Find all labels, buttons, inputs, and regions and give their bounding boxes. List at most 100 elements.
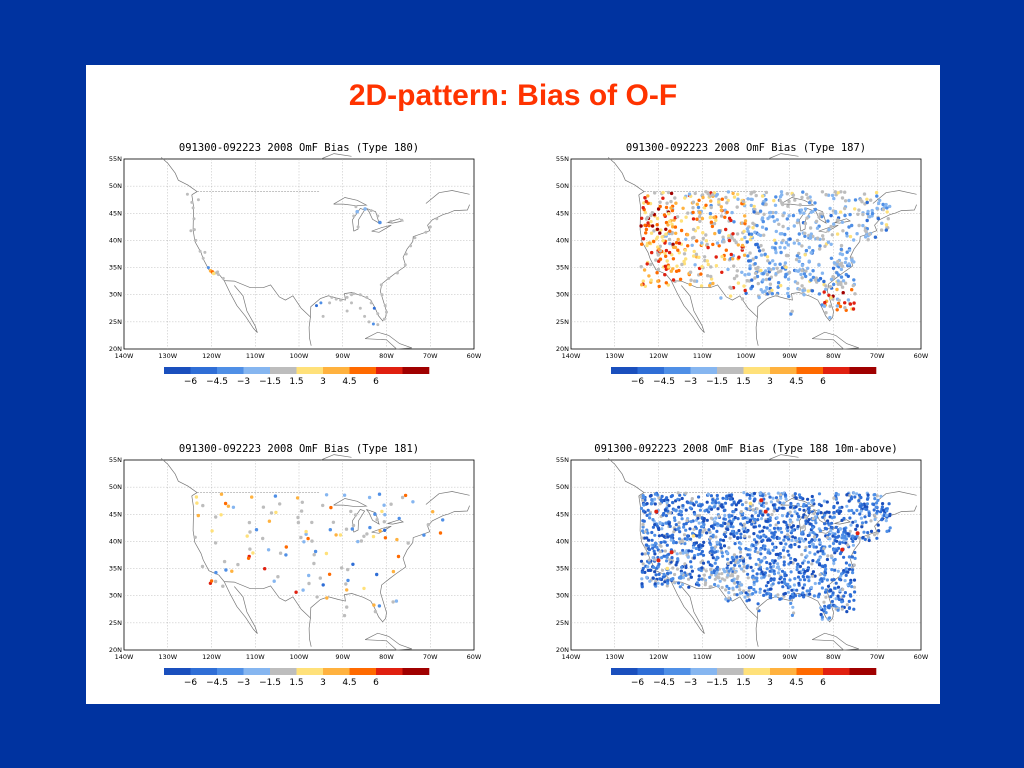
station-dot (838, 589, 842, 593)
station-dot (680, 496, 684, 501)
station-dot (397, 516, 401, 521)
station-dot (786, 243, 790, 247)
station-dot (755, 579, 759, 583)
station-dot (778, 262, 782, 266)
station-dot (826, 240, 831, 244)
coastline (767, 454, 799, 461)
station-dot (689, 565, 693, 569)
station-dot (294, 590, 298, 594)
coastline (364, 331, 413, 350)
station-dot (842, 555, 846, 559)
station-dot (730, 514, 734, 518)
station-dot (824, 611, 828, 615)
station-dot (852, 491, 856, 495)
station-dot (735, 269, 739, 273)
station-dot (677, 241, 682, 245)
station-dot (843, 534, 847, 538)
lat-tick-label: 35N (109, 264, 122, 272)
station-dot (788, 544, 792, 548)
station-dot (395, 271, 399, 275)
station-dot (673, 518, 677, 522)
station-dot (646, 551, 650, 555)
station-dot (875, 536, 879, 540)
station-dot (806, 196, 810, 200)
station-dot (868, 215, 872, 219)
station-dot (776, 562, 780, 566)
map-panel-type180: 091300-092223 2008 OmF Bias (Type 180) 1… (104, 137, 494, 397)
station-dot (717, 229, 721, 233)
station-dot (226, 504, 231, 508)
station-dot (751, 592, 755, 596)
station-dot (639, 506, 644, 510)
station-dot (752, 210, 756, 214)
station-dot (709, 220, 714, 224)
station-dot (822, 600, 826, 604)
station-dot (838, 506, 842, 510)
station-dot (826, 584, 831, 588)
station-dot (750, 522, 754, 526)
station-dot (824, 588, 828, 592)
station-dot (720, 585, 724, 590)
station-dot (835, 308, 839, 312)
station-dot (838, 541, 842, 546)
colorbar-tick-label: −6 (184, 678, 198, 688)
station-dot (689, 501, 693, 505)
station-dot (746, 572, 750, 576)
station-dot (745, 240, 749, 244)
station-dot (853, 590, 857, 594)
station-dot (643, 552, 647, 556)
station-dot (785, 536, 789, 540)
station-dot (771, 548, 775, 552)
station-dot (683, 248, 688, 252)
station-dot (709, 199, 713, 203)
lat-tick-label: 20N (109, 646, 122, 654)
station-dot (661, 190, 665, 195)
station-dot (715, 570, 719, 574)
station-dot (839, 267, 844, 272)
station-dot (786, 525, 790, 529)
station-dot (660, 527, 664, 531)
station-dot (760, 517, 764, 521)
station-dot (865, 507, 869, 511)
station-dot (810, 542, 815, 546)
station-dot (654, 258, 658, 262)
station-dot (838, 304, 843, 309)
station-dot (842, 516, 846, 521)
station-dot (666, 572, 670, 576)
station-dot (873, 517, 877, 522)
station-dot (688, 506, 692, 510)
station-dot (842, 529, 846, 533)
colorbar-swatch (664, 668, 691, 675)
station-dot (709, 265, 713, 269)
station-dot (851, 568, 855, 572)
station-dot (782, 520, 786, 524)
station-dot (695, 239, 699, 243)
station-dot (673, 572, 677, 577)
station-dot (395, 537, 399, 542)
station-dot (794, 269, 798, 273)
station-dot (827, 510, 831, 514)
station-dot (672, 580, 676, 584)
station-dot (824, 287, 828, 292)
colorbar-swatch (349, 367, 377, 374)
station-dot (756, 602, 760, 606)
station-dot (803, 569, 807, 574)
station-dot (789, 570, 793, 574)
station-dot (788, 505, 793, 509)
station-dot (664, 227, 668, 231)
station-dot (674, 231, 678, 235)
station-dot (411, 500, 415, 504)
station-dot (742, 491, 746, 495)
station-dot (745, 520, 749, 524)
station-dot (650, 224, 655, 228)
station-dot (884, 202, 888, 207)
station-dot (349, 509, 353, 514)
station-dot (751, 257, 755, 261)
station-dot (753, 262, 757, 266)
station-dot (691, 200, 696, 204)
station-dot (843, 206, 847, 211)
station-dot (680, 565, 684, 569)
colorbar-tick-label: −6 (631, 377, 645, 387)
station-dot (793, 492, 797, 496)
coastline (352, 508, 366, 533)
